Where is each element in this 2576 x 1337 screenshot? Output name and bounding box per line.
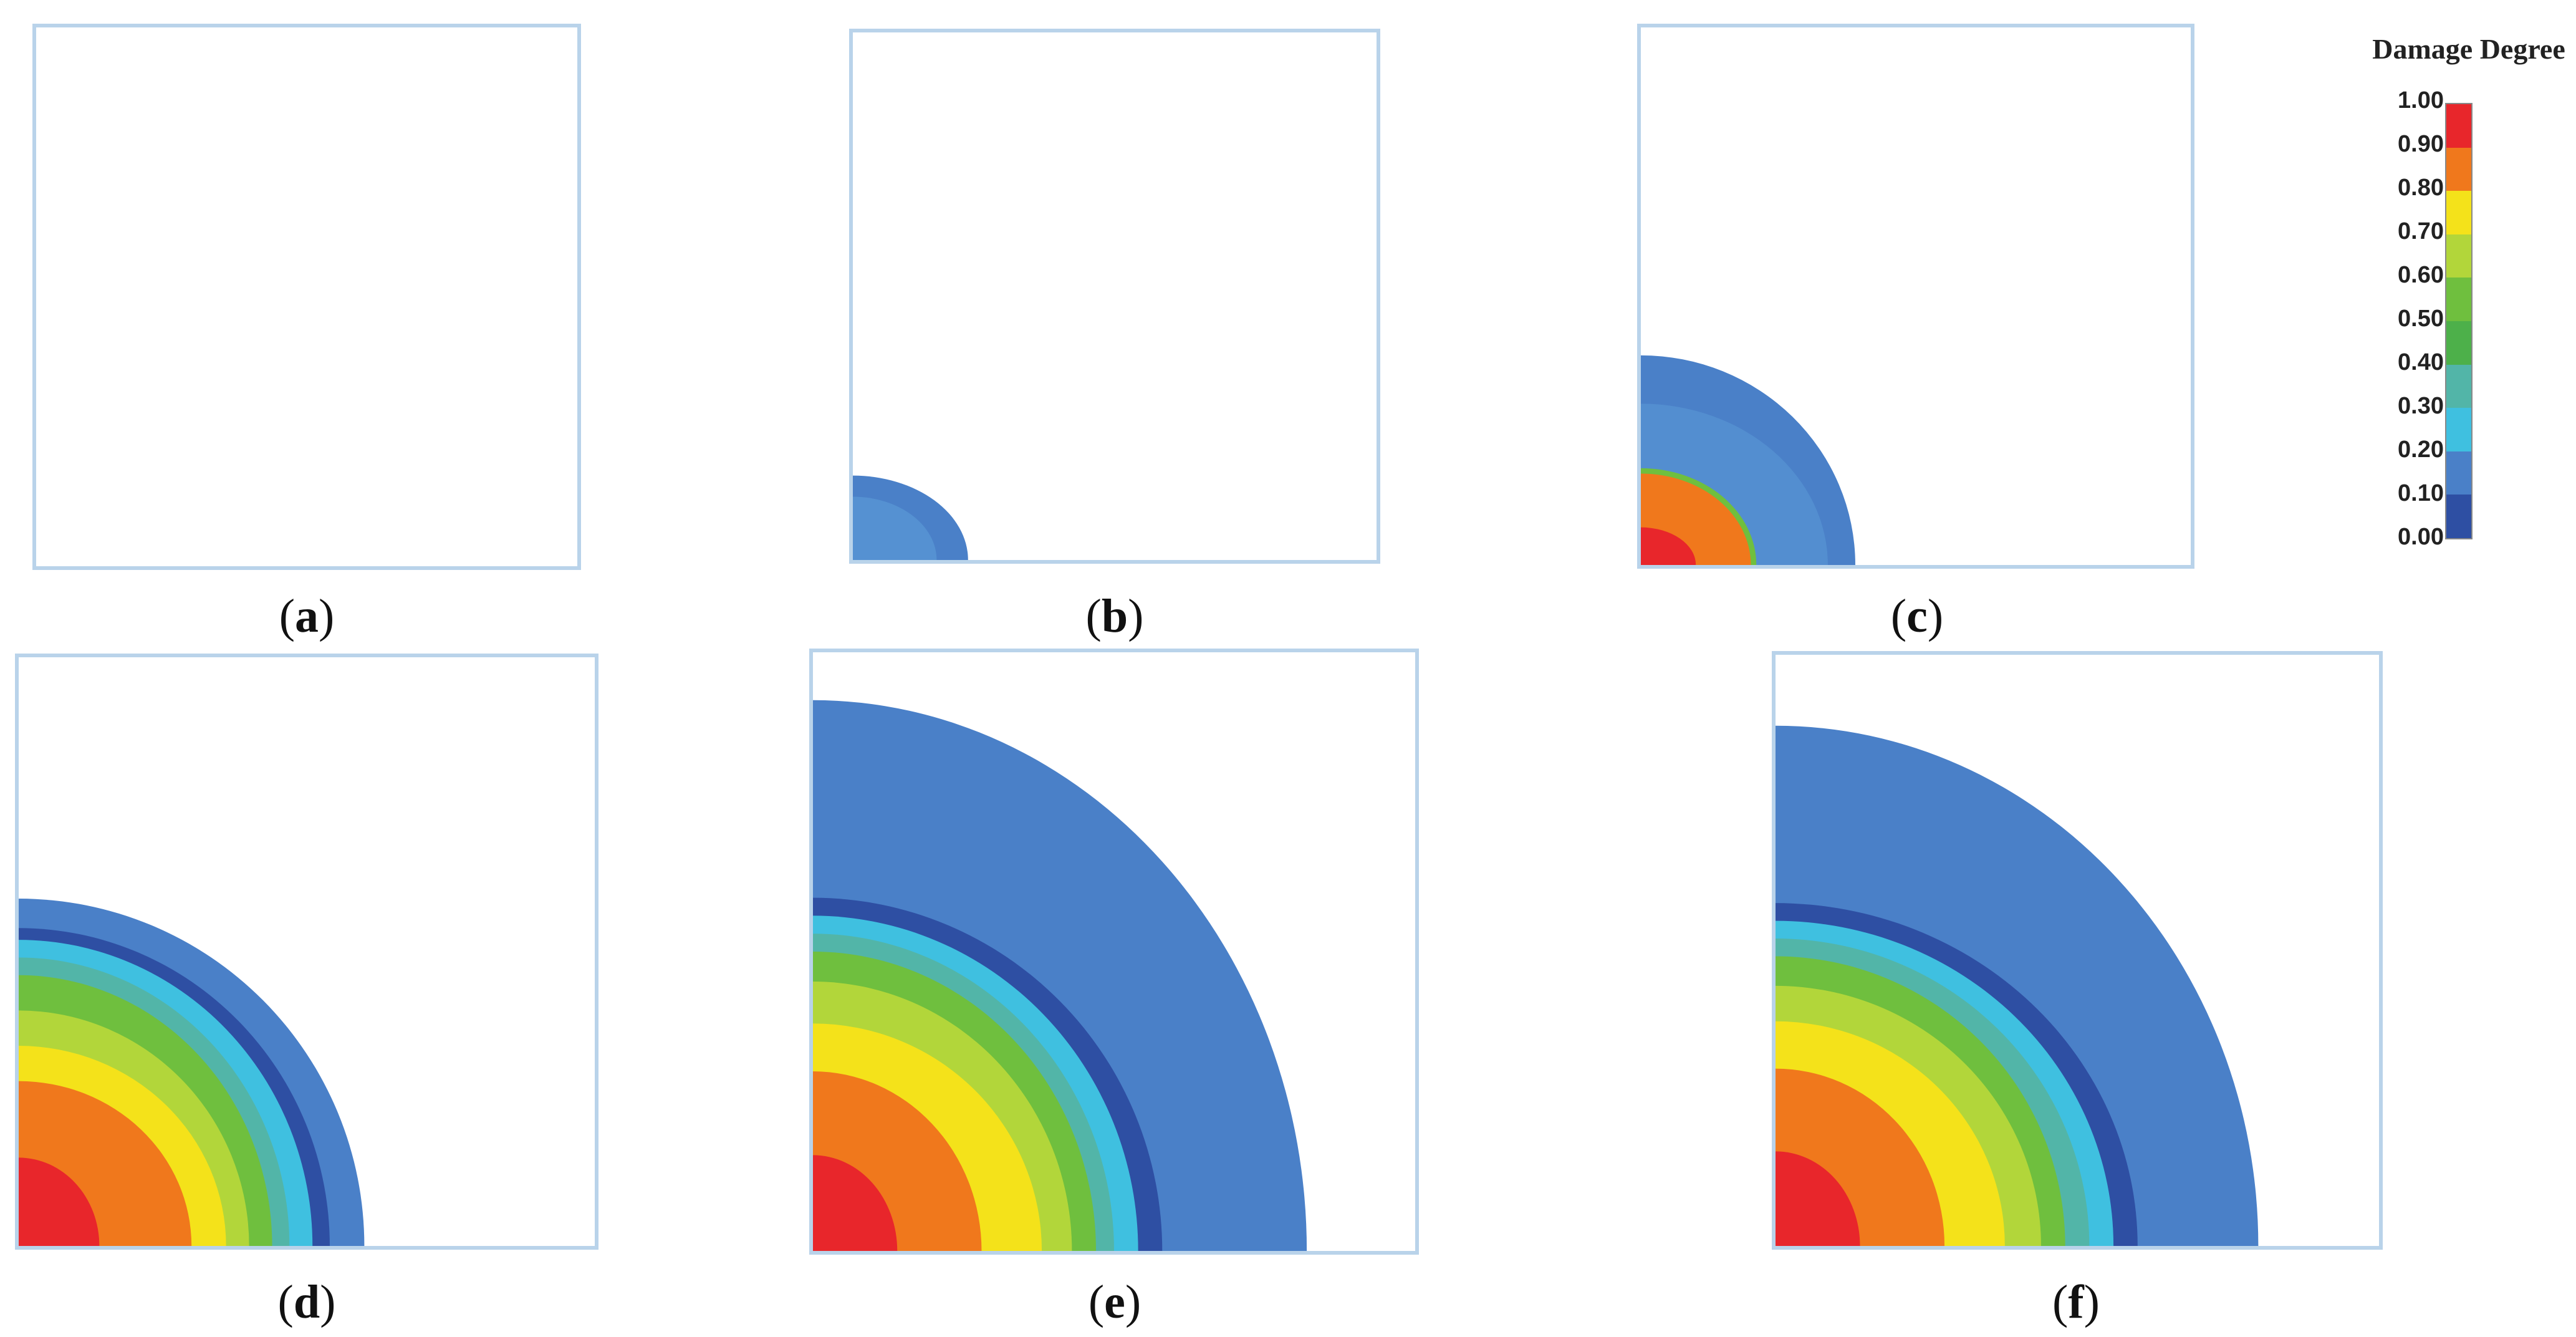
legend-colorbar (2445, 103, 2473, 539)
legend-seg-8 (2446, 451, 2471, 495)
panel-b (849, 29, 1380, 564)
panel-e-plot (813, 700, 1307, 1251)
panel-d (15, 654, 598, 1250)
damage-zone-center (1641, 527, 1696, 565)
legend-tick-label: 0.40 (2398, 349, 2444, 375)
caption-f: (f) (2052, 1276, 2100, 1328)
panel-a (32, 24, 581, 570)
panel-a-plot (36, 27, 577, 566)
legend-seg-6 (2446, 364, 2471, 408)
legend-title: Damage Degree (2372, 33, 2565, 65)
damage-zone-8 (813, 1155, 898, 1251)
caption-c: (c) (1890, 590, 1944, 642)
caption-a: (a) (279, 590, 335, 642)
legend-tick-label: 0.80 (2398, 175, 2444, 201)
legend-tick-label: 0.90 (2398, 131, 2444, 157)
legend-seg-1 (2446, 147, 2471, 191)
legend-tick-label: 0.70 (2398, 218, 2444, 244)
legend-tick-label: 0.60 (2398, 262, 2444, 288)
panel-b-plot (853, 475, 968, 560)
legend-tick-label: 0.00 (2398, 524, 2444, 550)
legend-tick-label: 0.30 (2398, 393, 2444, 419)
damage-zone-8 (19, 1157, 100, 1246)
panel-f (1772, 651, 2383, 1250)
panel-f-plot (1776, 725, 2259, 1246)
caption-b: (b) (1085, 590, 1144, 642)
panel-e (809, 649, 1419, 1255)
legend-seg-5 (2446, 321, 2471, 365)
legend-tick-label: 0.50 (2398, 306, 2444, 332)
legend-tick-label: 1.00 (2398, 87, 2444, 113)
legend-seg-9 (2446, 495, 2471, 538)
damage-zone-speckle (853, 496, 937, 560)
legend-seg-3 (2446, 234, 2471, 278)
panel-c (1637, 24, 2194, 569)
panel-d-plot (19, 899, 365, 1246)
legend-seg-2 (2446, 191, 2471, 234)
legend-seg-4 (2446, 278, 2471, 321)
caption-d: (d) (277, 1276, 336, 1328)
damage-zone-8 (1776, 1151, 1860, 1246)
legend-tick-label: 0.10 (2398, 480, 2444, 506)
legend-seg-0 (2446, 104, 2471, 148)
legend-seg-7 (2446, 408, 2471, 451)
legend-tick-label: 0.20 (2398, 437, 2444, 463)
caption-e: (e) (1088, 1276, 1141, 1328)
panel-c-plot (1641, 355, 1855, 565)
